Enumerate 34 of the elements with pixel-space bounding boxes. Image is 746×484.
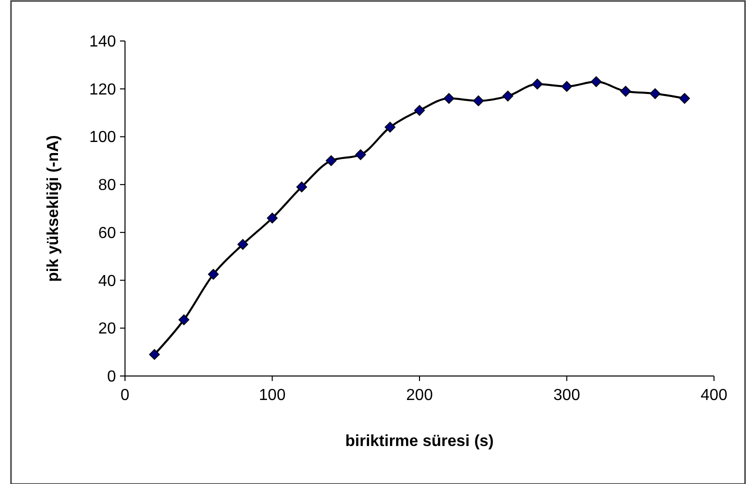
point	[620, 86, 632, 97]
x-axis-title: biriktirme süresi (s)	[345, 433, 494, 450]
y-tick-label: 60	[98, 224, 116, 242]
point	[296, 182, 308, 192]
y-tick-label: 20	[98, 320, 116, 338]
point	[326, 155, 337, 166]
point	[414, 104, 425, 116]
y-tick-label: 40	[98, 272, 116, 290]
y-tick-label: 120	[89, 81, 116, 98]
point	[208, 268, 219, 280]
y-tick-label: 140	[89, 34, 116, 50]
x-tick-label: 0	[120, 387, 130, 404]
point	[178, 314, 190, 326]
x-tick-label: 200	[406, 387, 433, 404]
point	[590, 76, 602, 88]
point	[237, 238, 248, 250]
point	[679, 93, 690, 104]
point	[502, 90, 514, 102]
point	[473, 95, 484, 106]
y-tick-label: 80	[98, 177, 116, 194]
y-tick-label: 0	[107, 368, 116, 386]
x-tick-label: 100	[258, 387, 286, 404]
point	[444, 93, 454, 104]
y-axis-title: pik yüksekliği (-nA)	[45, 135, 62, 282]
y-tick-label: 100	[89, 129, 116, 146]
point	[384, 122, 396, 133]
x-tick-label: 400	[700, 387, 728, 404]
point	[149, 349, 160, 360]
point	[561, 81, 572, 92]
point	[266, 212, 278, 224]
point	[532, 78, 543, 90]
point	[355, 149, 366, 160]
point	[650, 88, 660, 100]
x-tick-label: 300	[553, 387, 580, 404]
